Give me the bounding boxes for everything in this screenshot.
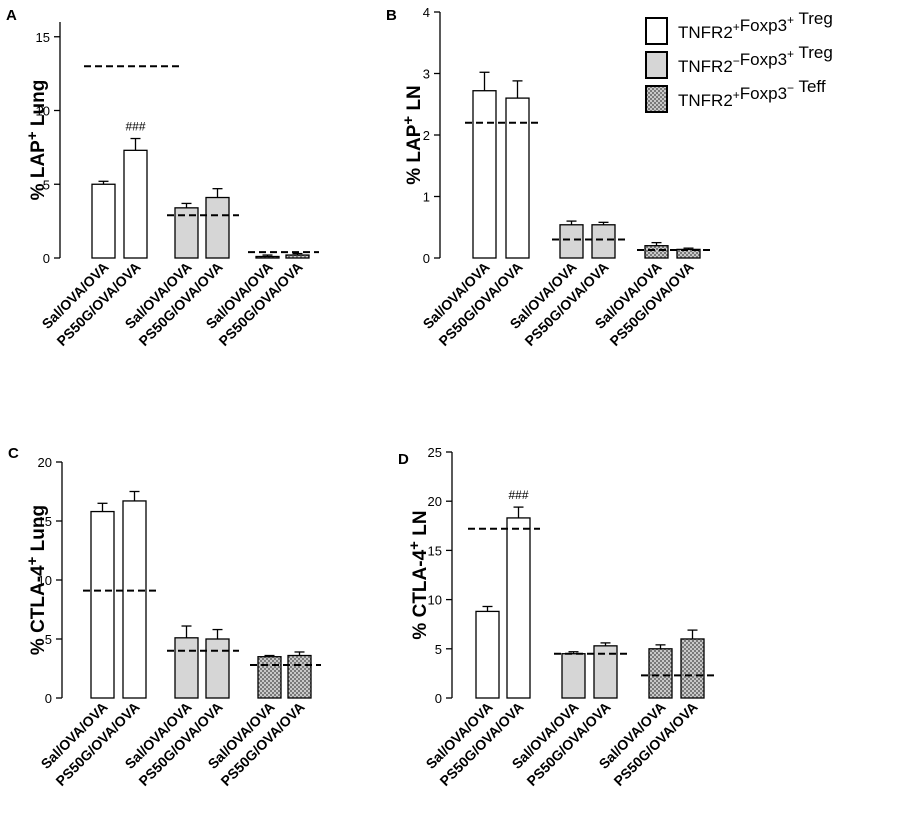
bar	[644, 245, 669, 259]
bar	[648, 648, 673, 699]
bar	[285, 254, 310, 259]
panel-letter: D	[398, 451, 409, 468]
y-axis-label: % CTLA-4+ LN	[406, 510, 431, 639]
y-axis-label: % LAP+ LN	[400, 85, 425, 185]
y-tick-label: 0	[435, 691, 442, 706]
y-axis-label: % CTLA-4+ Lung	[24, 505, 49, 655]
bar	[591, 224, 616, 259]
y-tick-label: 20	[428, 494, 442, 509]
significance-annotation: ###	[125, 120, 145, 134]
y-tick-label: 0	[43, 251, 50, 266]
legend-label: TNFR2+Foxp3+ Treg	[678, 9, 833, 42]
y-tick-label: 10	[428, 593, 442, 608]
y-tick-label: 1	[423, 190, 430, 205]
bar	[680, 638, 705, 699]
legend-swatch	[645, 85, 668, 113]
panel-letter: C	[8, 445, 19, 462]
legend-swatch	[645, 17, 668, 45]
y-tick-label: 20	[38, 455, 52, 470]
y-tick-label: 15	[36, 30, 50, 45]
legend-label: TNFR2+Foxp3− Teff	[678, 77, 826, 110]
bar	[505, 97, 530, 259]
legend-label: TNFR2−Foxp3+ Treg	[678, 43, 833, 76]
panel-letter: B	[386, 7, 397, 24]
y-tick-label: 0	[423, 251, 430, 266]
bar	[123, 149, 148, 259]
y-tick-label: 10	[38, 573, 52, 588]
bar	[475, 610, 500, 699]
y-tick-label: 5	[43, 177, 50, 192]
y-tick-label: 10	[36, 104, 50, 119]
bar	[205, 196, 230, 259]
y-tick-label: 15	[428, 543, 442, 558]
y-tick-label: 15	[38, 514, 52, 529]
significance-annotation: ###	[508, 488, 528, 502]
bar	[257, 656, 282, 699]
y-tick-label: 4	[423, 5, 430, 20]
bar	[472, 90, 497, 259]
bar	[174, 207, 199, 259]
legend-item-3: TNFR2+Foxp3− Teff	[645, 77, 826, 113]
bar	[559, 224, 584, 259]
y-tick-label: 25	[428, 445, 442, 460]
bar	[593, 645, 618, 699]
bar	[91, 183, 116, 259]
bar	[676, 248, 701, 259]
legend-item-1: TNFR2+Foxp3+ Treg	[645, 9, 833, 45]
panel-letter: A	[6, 7, 17, 24]
y-tick-label: 5	[435, 642, 442, 657]
legend-item-2: TNFR2−Foxp3+ Treg	[645, 43, 833, 79]
y-tick-label: 0	[45, 691, 52, 706]
y-tick-label: 5	[45, 632, 52, 647]
y-tick-label: 3	[423, 67, 430, 82]
legend-swatch	[645, 51, 668, 79]
bar	[174, 637, 199, 699]
bar	[506, 517, 531, 699]
bar	[90, 510, 115, 699]
bar	[205, 638, 230, 699]
bar	[287, 654, 312, 699]
bar	[561, 653, 586, 699]
bar	[122, 500, 147, 699]
y-tick-label: 2	[423, 128, 430, 143]
bar	[255, 255, 280, 259]
y-axis-label: % LAP+ Lung	[24, 80, 49, 201]
